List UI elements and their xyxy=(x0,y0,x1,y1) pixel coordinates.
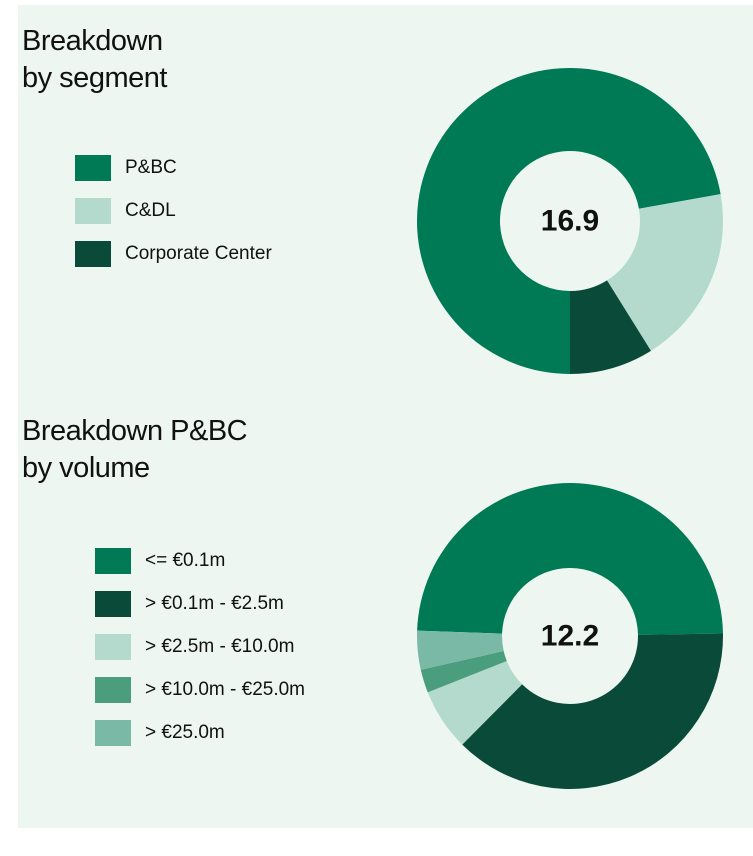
legend-label: <= €0.1m xyxy=(145,550,226,571)
legend-label: C&DL xyxy=(125,200,176,221)
chart-title: Breakdown by segment xyxy=(22,25,167,94)
legend-item: > €2.5m - €10.0m xyxy=(95,634,294,660)
donut-slice xyxy=(416,630,504,670)
legend-swatch xyxy=(95,634,131,660)
center-total: 12.2 xyxy=(541,620,599,653)
legend-swatch xyxy=(95,677,131,703)
legend-item: > €0.1m - €2.5m xyxy=(95,591,284,617)
legend-item: C&DL xyxy=(75,198,176,224)
charts: 16.9 12.2 xyxy=(416,68,723,790)
legend-swatch xyxy=(95,548,131,574)
legend-item: <= €0.1m xyxy=(95,548,225,574)
legend-label: Corporate Center xyxy=(125,243,272,264)
legend-swatch xyxy=(75,241,111,267)
donut-slice xyxy=(416,68,721,374)
legend-swatch xyxy=(95,591,131,617)
legend-item: Corporate Center xyxy=(75,241,272,267)
legend-label: > €0.1m - €2.5m xyxy=(145,593,284,614)
legend-item: > €10.0m - €25.0m xyxy=(95,677,305,703)
donut-slice xyxy=(462,633,723,790)
legend-label: > €25.0m xyxy=(145,722,225,743)
legend-swatch xyxy=(75,198,111,224)
donut-slice xyxy=(420,651,507,693)
legend-swatch xyxy=(75,155,111,181)
chart-title: Breakdown P&BC by volume xyxy=(22,415,248,484)
legend-label: > €10.0m - €25.0m xyxy=(145,679,306,700)
legend-item: P&BC xyxy=(75,155,177,181)
donut-slice xyxy=(427,661,523,745)
legend-item: > €25.0m xyxy=(95,720,225,746)
donut-slice xyxy=(417,482,723,635)
center-total: 16.9 xyxy=(541,205,599,238)
legend-label: P&BC xyxy=(125,157,177,178)
donut-slice xyxy=(607,194,723,351)
panel: 16.9 12.2 Breakdown by segment P&BC C&DL Cor… xyxy=(18,5,753,828)
legend-label: > €2.5m - €10.0m xyxy=(145,636,295,657)
donut-slice xyxy=(570,280,651,374)
legend-swatch xyxy=(95,720,131,746)
